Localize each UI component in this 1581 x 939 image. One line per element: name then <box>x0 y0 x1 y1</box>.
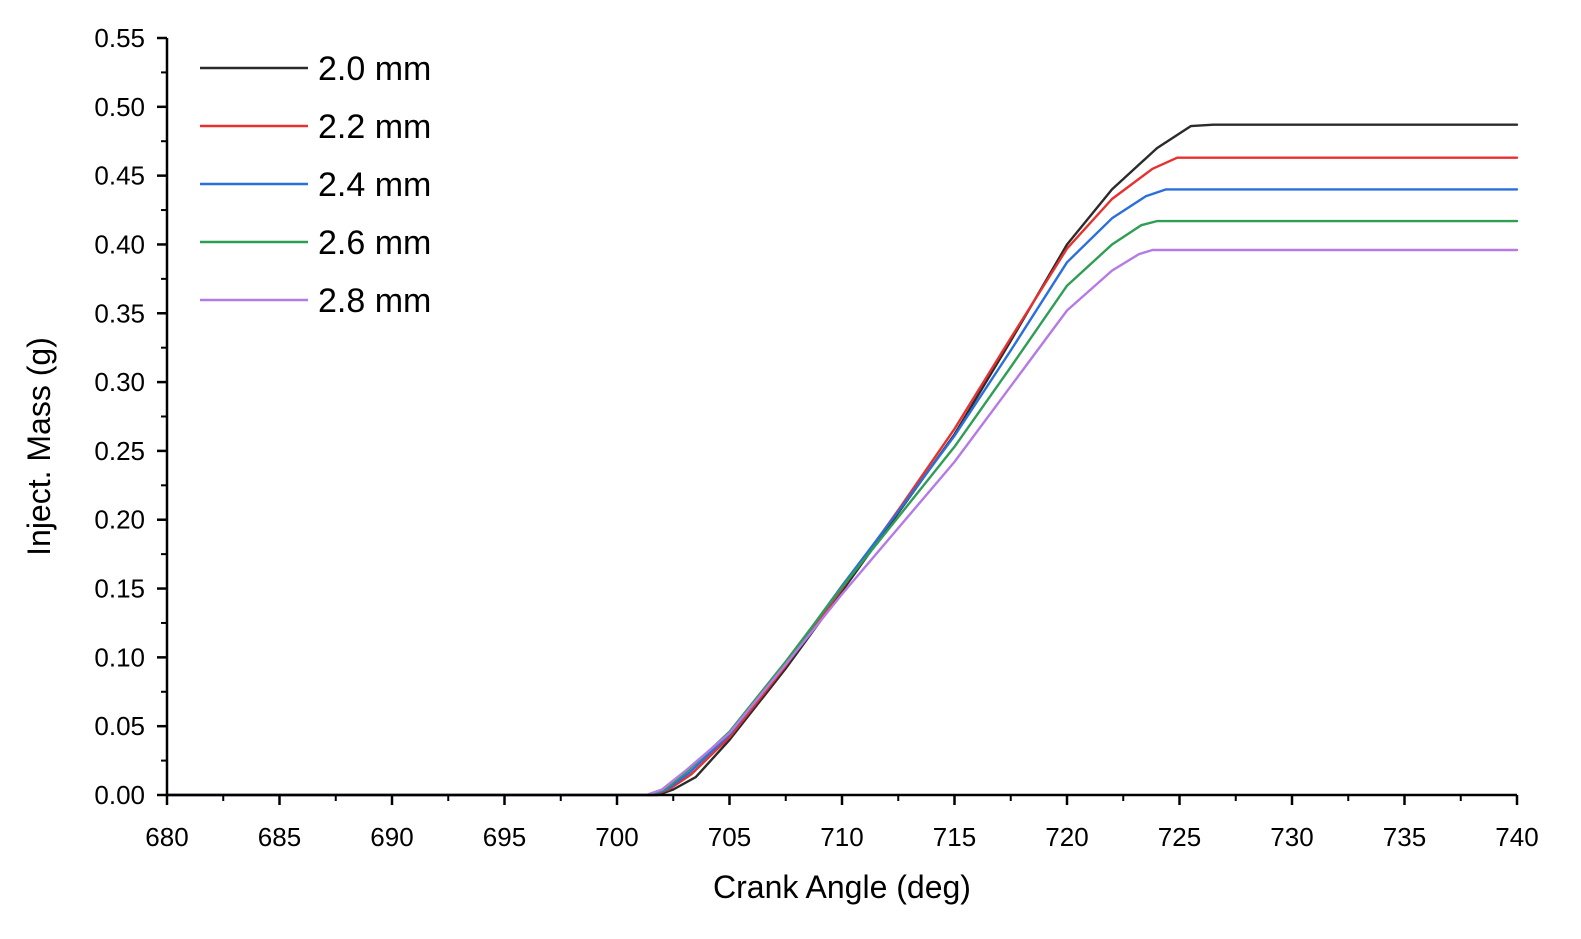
legend-label: 2.8 mm <box>318 282 431 320</box>
x-tick-label: 715 <box>933 822 976 852</box>
x-tick-label: 705 <box>708 822 751 852</box>
x-tick-label: 725 <box>1158 822 1201 852</box>
y-axis-ticks: 0.00 0.05 0.10 0.15 0.20 0.25 0.30 0.35 0.40 0.45… <box>94 23 167 810</box>
legend: 2.0 mm 2.2 mm 2.4 mm 2.6 mm 2.8 mm <box>200 50 431 320</box>
legend-label: 2.2 mm <box>318 108 431 146</box>
legend-label: 2.4 mm <box>318 166 431 204</box>
x-tick-label: 740 <box>1495 822 1538 852</box>
x-axis-title: Crank Angle (deg) <box>713 869 971 905</box>
legend-label: 2.6 mm <box>318 224 431 262</box>
axes-layer <box>165 38 1517 797</box>
y-tick-label: 0.05 <box>94 711 145 741</box>
y-tick-label: 0.35 <box>94 298 145 328</box>
y-tick-label: 0.10 <box>94 642 145 672</box>
series-layer <box>165 123 1519 797</box>
x-tick-label: 720 <box>1045 822 1088 852</box>
y-tick-label: 0.30 <box>94 367 145 397</box>
y-tick-label: 0.45 <box>94 161 145 191</box>
y-tick-label: 0.55 <box>94 23 145 53</box>
y-tick-label: 0.40 <box>94 229 145 259</box>
x-tick-label: 710 <box>820 822 863 852</box>
legend-label: 2.0 mm <box>318 50 431 88</box>
y-tick-label: 0.15 <box>94 574 145 604</box>
y-axis-title: Inject. Mass (g) <box>21 337 57 556</box>
x-tick-label: 700 <box>595 822 638 852</box>
series-line-4 <box>165 248 1519 797</box>
x-tick-label: 695 <box>483 822 526 852</box>
x-tick-label: 735 <box>1383 822 1426 852</box>
x-tick-label: 680 <box>145 822 188 852</box>
x-axis-ticks: 680 685 690 695 700 705 710 715 720 725 730 735 740 <box>145 795 1539 852</box>
series-line-2 <box>165 188 1519 797</box>
y-tick-label: 0.50 <box>94 92 145 122</box>
y-tick-label: 0.20 <box>94 505 145 535</box>
series-line-3 <box>165 219 1519 797</box>
x-tick-label: 690 <box>370 822 413 852</box>
y-tick-label: 0.00 <box>94 780 145 810</box>
x-tick-label: 685 <box>258 822 301 852</box>
y-tick-label: 0.25 <box>94 436 145 466</box>
x-tick-label: 730 <box>1270 822 1313 852</box>
